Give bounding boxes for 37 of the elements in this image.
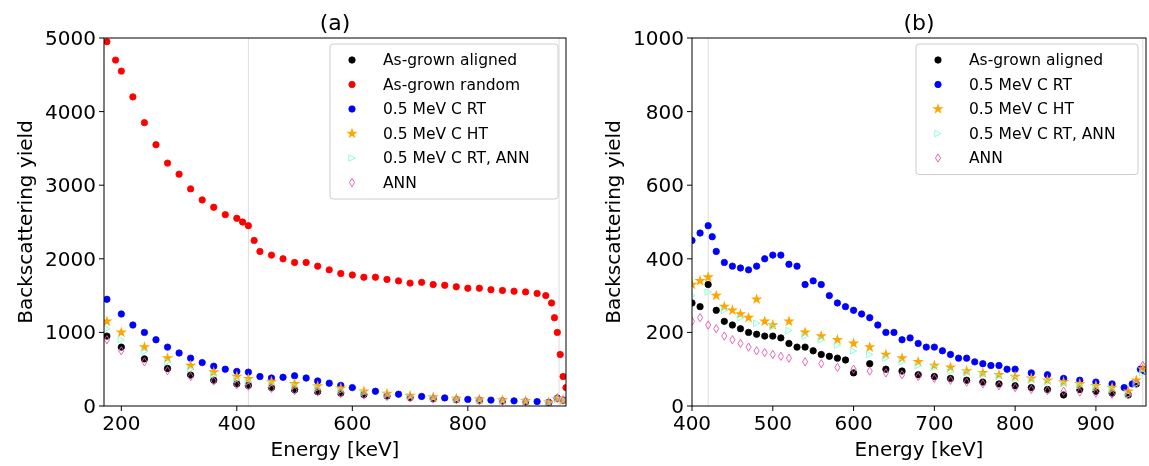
legend-label: 0.5 MeV C RT [383, 100, 487, 118]
legend-label: As-grown aligned [969, 51, 1104, 69]
x-tick-label: 200 [102, 411, 141, 435]
y-tick-label: 400 [645, 246, 684, 271]
x-tick-label: 600 [333, 411, 372, 435]
y-tick-label: 600 [645, 173, 684, 198]
chart-title: (a) [319, 10, 351, 35]
legend-label: 0.5 MeV C HT [383, 124, 489, 143]
legend-label: 0.5 MeV C RT, ANN [969, 124, 1116, 143]
y-tick-label: 5000 [45, 26, 96, 50]
y-tick-label: 3000 [45, 173, 96, 198]
y-axis-title: Backscattering yield [601, 120, 625, 324]
x-tick-label: 900 [1076, 411, 1116, 435]
y-tick-label: 800 [645, 99, 684, 124]
legend-label: As-grown aligned [383, 51, 518, 69]
legend-label: ANN [383, 173, 417, 192]
y-tick-label: 1000 [633, 26, 684, 50]
y-tick-label: 200 [645, 320, 684, 345]
x-tick-label: 700 [915, 411, 954, 435]
y-tick-label: 2000 [45, 246, 96, 271]
legend-label: 0.5 MeV C HT [969, 100, 1075, 118]
x-tick-label: 600 [834, 411, 873, 435]
y-tick-label: 4000 [45, 99, 96, 124]
x-tick-label: 400 [217, 411, 256, 435]
x-axis-title: Energy [keV] [270, 437, 400, 461]
x-tick-label: 800 [448, 411, 487, 435]
x-tick-label: 800 [996, 411, 1035, 435]
x-tick-label: 500 [753, 411, 792, 435]
y-tick-label: 1000 [45, 320, 96, 345]
legend-label: ANN [969, 149, 1003, 167]
chart-title: (b) [903, 10, 935, 35]
y-axis-title: Backscattering yield [13, 120, 37, 324]
y-tick-label: 0 [83, 394, 96, 418]
legend-label: 0.5 MeV C RT [969, 75, 1073, 94]
legend-label: As-grown random [383, 75, 521, 94]
legend-label: 0.5 MeV C RT, ANN [383, 149, 530, 167]
x-axis-title: Energy [keV] [854, 437, 984, 461]
